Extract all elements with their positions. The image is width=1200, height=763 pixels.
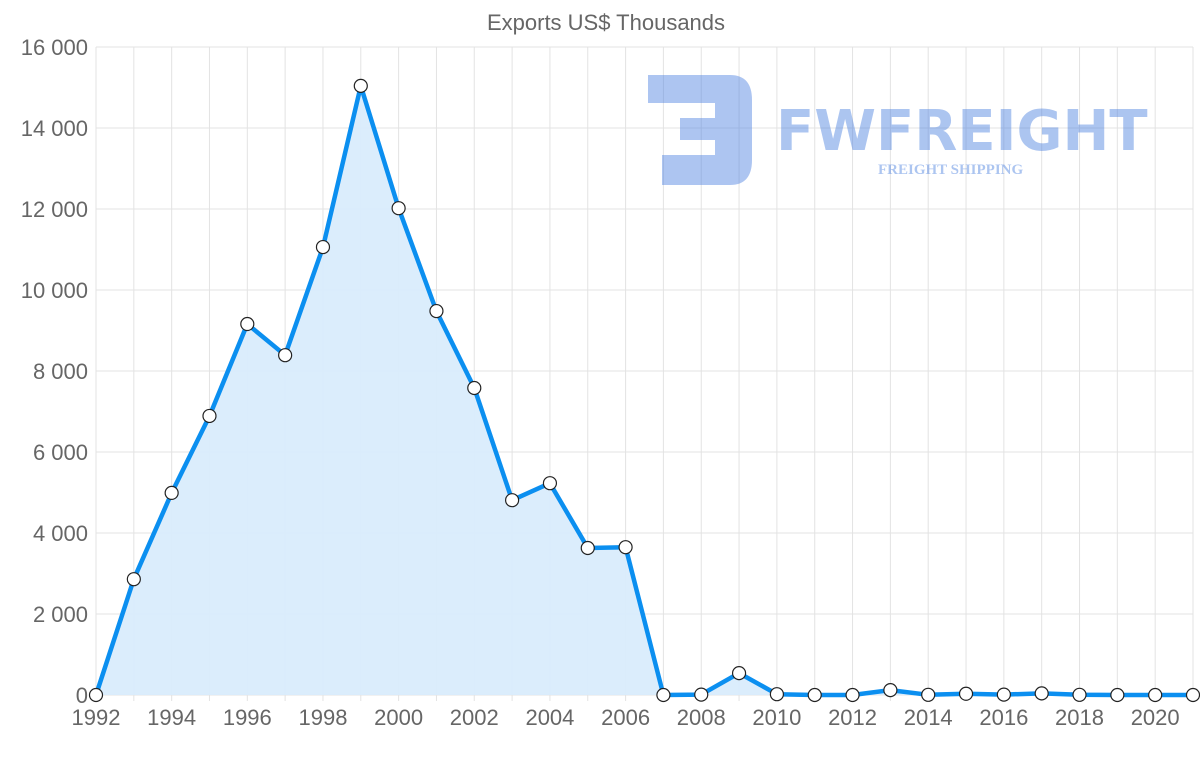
data-point-2019 — [1110, 687, 1125, 703]
x-tick-label: 2002 — [450, 705, 499, 730]
y-tick-label: 6 000 — [33, 440, 88, 465]
area-fill — [96, 85, 1193, 695]
y-tick-label: 4 000 — [33, 521, 88, 546]
y-axis: 0 2 000 4 000 6 000 8 000 10 000 12 000 14 000 1… — [21, 35, 88, 708]
x-tick-label: 1998 — [298, 705, 347, 730]
data-point-2007 — [656, 687, 671, 703]
y-tick-label: 14 000 — [21, 116, 88, 141]
x-tick-label: 2012 — [828, 705, 877, 730]
y-tick-label: 16 000 — [21, 35, 88, 60]
x-tick-label: 1992 — [72, 705, 121, 730]
data-point-1992 — [88, 687, 104, 703]
data-point-1998 — [315, 239, 331, 255]
data-point-2021 — [1185, 687, 1200, 703]
data-point-2009 — [731, 666, 747, 681]
data-point-2000 — [391, 201, 406, 216]
data-point-1997 — [278, 348, 293, 363]
data-point-2015 — [958, 686, 974, 701]
data-point-2001 — [429, 303, 444, 319]
x-tick-label: 2008 — [677, 705, 726, 730]
x-tick-label: 2018 — [1055, 705, 1104, 730]
data-point-1996 — [240, 316, 255, 332]
y-tick-label: 8 000 — [33, 359, 88, 384]
data-point-2012 — [845, 687, 860, 703]
y-tick-label: 0 — [76, 683, 88, 708]
x-tick-label: 2004 — [525, 705, 574, 730]
y-tick-label: 10 000 — [21, 278, 88, 303]
data-point-2016 — [996, 687, 1011, 702]
x-tick-label: 2020 — [1131, 705, 1180, 730]
data-point-2002 — [467, 380, 482, 396]
svg-text:FWFREIGHT: FWFREIGHT — [776, 99, 1148, 164]
x-tick-label: 2016 — [979, 705, 1028, 730]
data-point-2008 — [694, 687, 709, 702]
x-tick-label: 1994 — [147, 705, 196, 730]
data-point-1995 — [202, 408, 217, 424]
x-tick-label: 2006 — [601, 705, 650, 730]
data-point-2004 — [542, 476, 558, 491]
y-tick-label: 12 000 — [21, 197, 88, 222]
data-points — [88, 78, 1200, 703]
data-point-1999 — [353, 78, 368, 93]
data-point-2018 — [1072, 687, 1087, 702]
data-point-2014 — [921, 687, 936, 702]
data-point-1993 — [126, 572, 141, 587]
data-point-2003 — [505, 493, 520, 508]
x-tick-label: 2010 — [752, 705, 801, 730]
data-point-2013 — [883, 683, 898, 698]
data-point-2020 — [1148, 687, 1163, 703]
x-tick-label: 2014 — [904, 705, 953, 730]
data-point-2011 — [807, 687, 822, 703]
y-tick-label: 2 000 — [33, 602, 88, 627]
data-point-1994 — [164, 485, 179, 501]
svg-text:FREIGHT SHIPPING: FREIGHT SHIPPING — [878, 162, 1023, 178]
data-point-2005 — [580, 540, 595, 556]
data-point-2006 — [618, 540, 633, 555]
x-tick-label: 1996 — [223, 705, 272, 730]
x-tick-label: 2000 — [374, 705, 423, 730]
data-point-2017 — [1034, 686, 1049, 701]
x-axis: 1992 1994 1996 1998 2000 2002 2004 2006 2008 2010… — [72, 705, 1180, 730]
fwfreight-logo-watermark: FWFREIGHT FREIGHT SHIPPING — [648, 75, 1148, 185]
data-point-2010 — [769, 687, 784, 702]
chart-title: Exports US$ Thousands — [487, 10, 725, 35]
